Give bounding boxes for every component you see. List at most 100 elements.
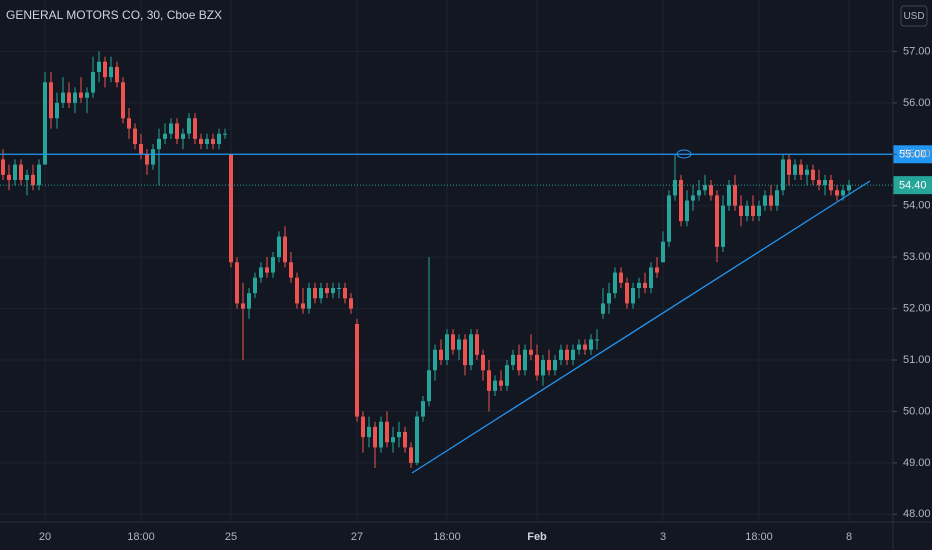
candle-body [667,195,671,242]
candle-body [595,339,599,341]
candle-body [223,133,227,135]
candle-body [799,164,803,175]
candle-body [373,426,377,448]
candle-body [763,195,767,206]
candle-body [337,288,341,289]
candle-body [691,195,695,201]
x-tick-label: 3 [660,531,666,543]
candle-body [589,339,593,350]
x-tick-label: 18:00 [433,531,461,543]
x-tick-label: 8 [846,531,852,543]
candle-body [703,185,707,191]
candle-body [601,303,605,314]
currency: USD [903,11,924,22]
x-tick-label: 25 [225,531,237,543]
trend-line [411,180,871,474]
x-tick-label: 20 [39,531,51,543]
candle-body [283,236,287,263]
candle-body [553,360,557,371]
candle-body [163,133,167,139]
candle-body [217,133,221,144]
x-tick-label: 18:00 [745,531,773,543]
y-tick-label: 54.00 [903,200,931,212]
y-tick-label: 53.00 [903,251,931,263]
candle-body [577,344,581,350]
candle-body [403,432,407,448]
candle-body [367,426,371,438]
candle-body [55,102,59,119]
candle-body [739,205,743,216]
candle-body [817,180,821,186]
candle-body [169,123,173,134]
candle-body [229,154,233,263]
candle-body [493,380,497,391]
candle-body [727,185,731,206]
candle-body [709,185,713,196]
candle-body [583,344,587,350]
candle-body [49,82,53,119]
candle-body [121,82,125,119]
candle-body [415,416,419,463]
candle-body [421,401,425,417]
candle-body [295,277,299,304]
price-label: 55.00 [899,149,927,161]
candle-body [103,61,107,78]
candle-body [265,267,269,273]
candle-body [697,190,701,196]
candle-body [253,277,257,294]
candle-body [523,349,527,371]
candle-body [43,82,47,165]
candle-body [247,293,251,309]
candle-body [31,174,35,186]
y-tick-label: 52.00 [903,302,931,314]
candle-body [751,205,755,216]
candle-body [7,174,11,180]
candle-body [625,282,629,304]
candle-body [655,267,659,273]
candle-body [301,303,305,309]
candle-body [379,421,383,448]
candle-body [97,61,101,72]
y-tick-label: 51.00 [903,354,931,366]
candle-body [445,334,449,360]
candle-body [277,236,281,258]
candle-body [19,164,23,180]
candle-body [331,288,335,294]
candle-body [91,72,95,93]
y-tick-label: 57.00 [903,45,931,57]
candle-body [787,159,791,175]
currency-box[interactable] [900,5,928,27]
candle-body [127,118,131,129]
candle-body [25,174,29,180]
candle-body [475,334,479,355]
candle-body [391,437,395,443]
candle-body [241,303,245,309]
candle-body [745,205,749,216]
candle-body [469,334,473,366]
candle-body [679,180,683,222]
price-label-box [893,176,932,195]
candle-body [643,282,647,288]
candle-body [349,298,353,309]
candle-body [343,288,347,299]
candle-body [355,324,359,417]
candle-body [457,339,461,350]
candle-body [205,138,209,144]
candle-body [67,92,71,103]
candle-body [235,262,239,304]
candle-body [73,92,77,103]
candle-body [211,138,215,144]
candle-body [715,195,719,247]
candle-body [463,339,467,366]
candle-body [685,200,689,222]
candle-body [271,257,275,273]
candle-body [721,205,725,247]
y-tick-label: 50.00 [903,405,931,417]
candle-body [199,138,203,144]
candle-body [319,288,323,299]
candle-body [811,169,815,180]
candle-body [781,159,785,191]
candle-body [649,267,653,288]
candle-body [571,349,575,360]
